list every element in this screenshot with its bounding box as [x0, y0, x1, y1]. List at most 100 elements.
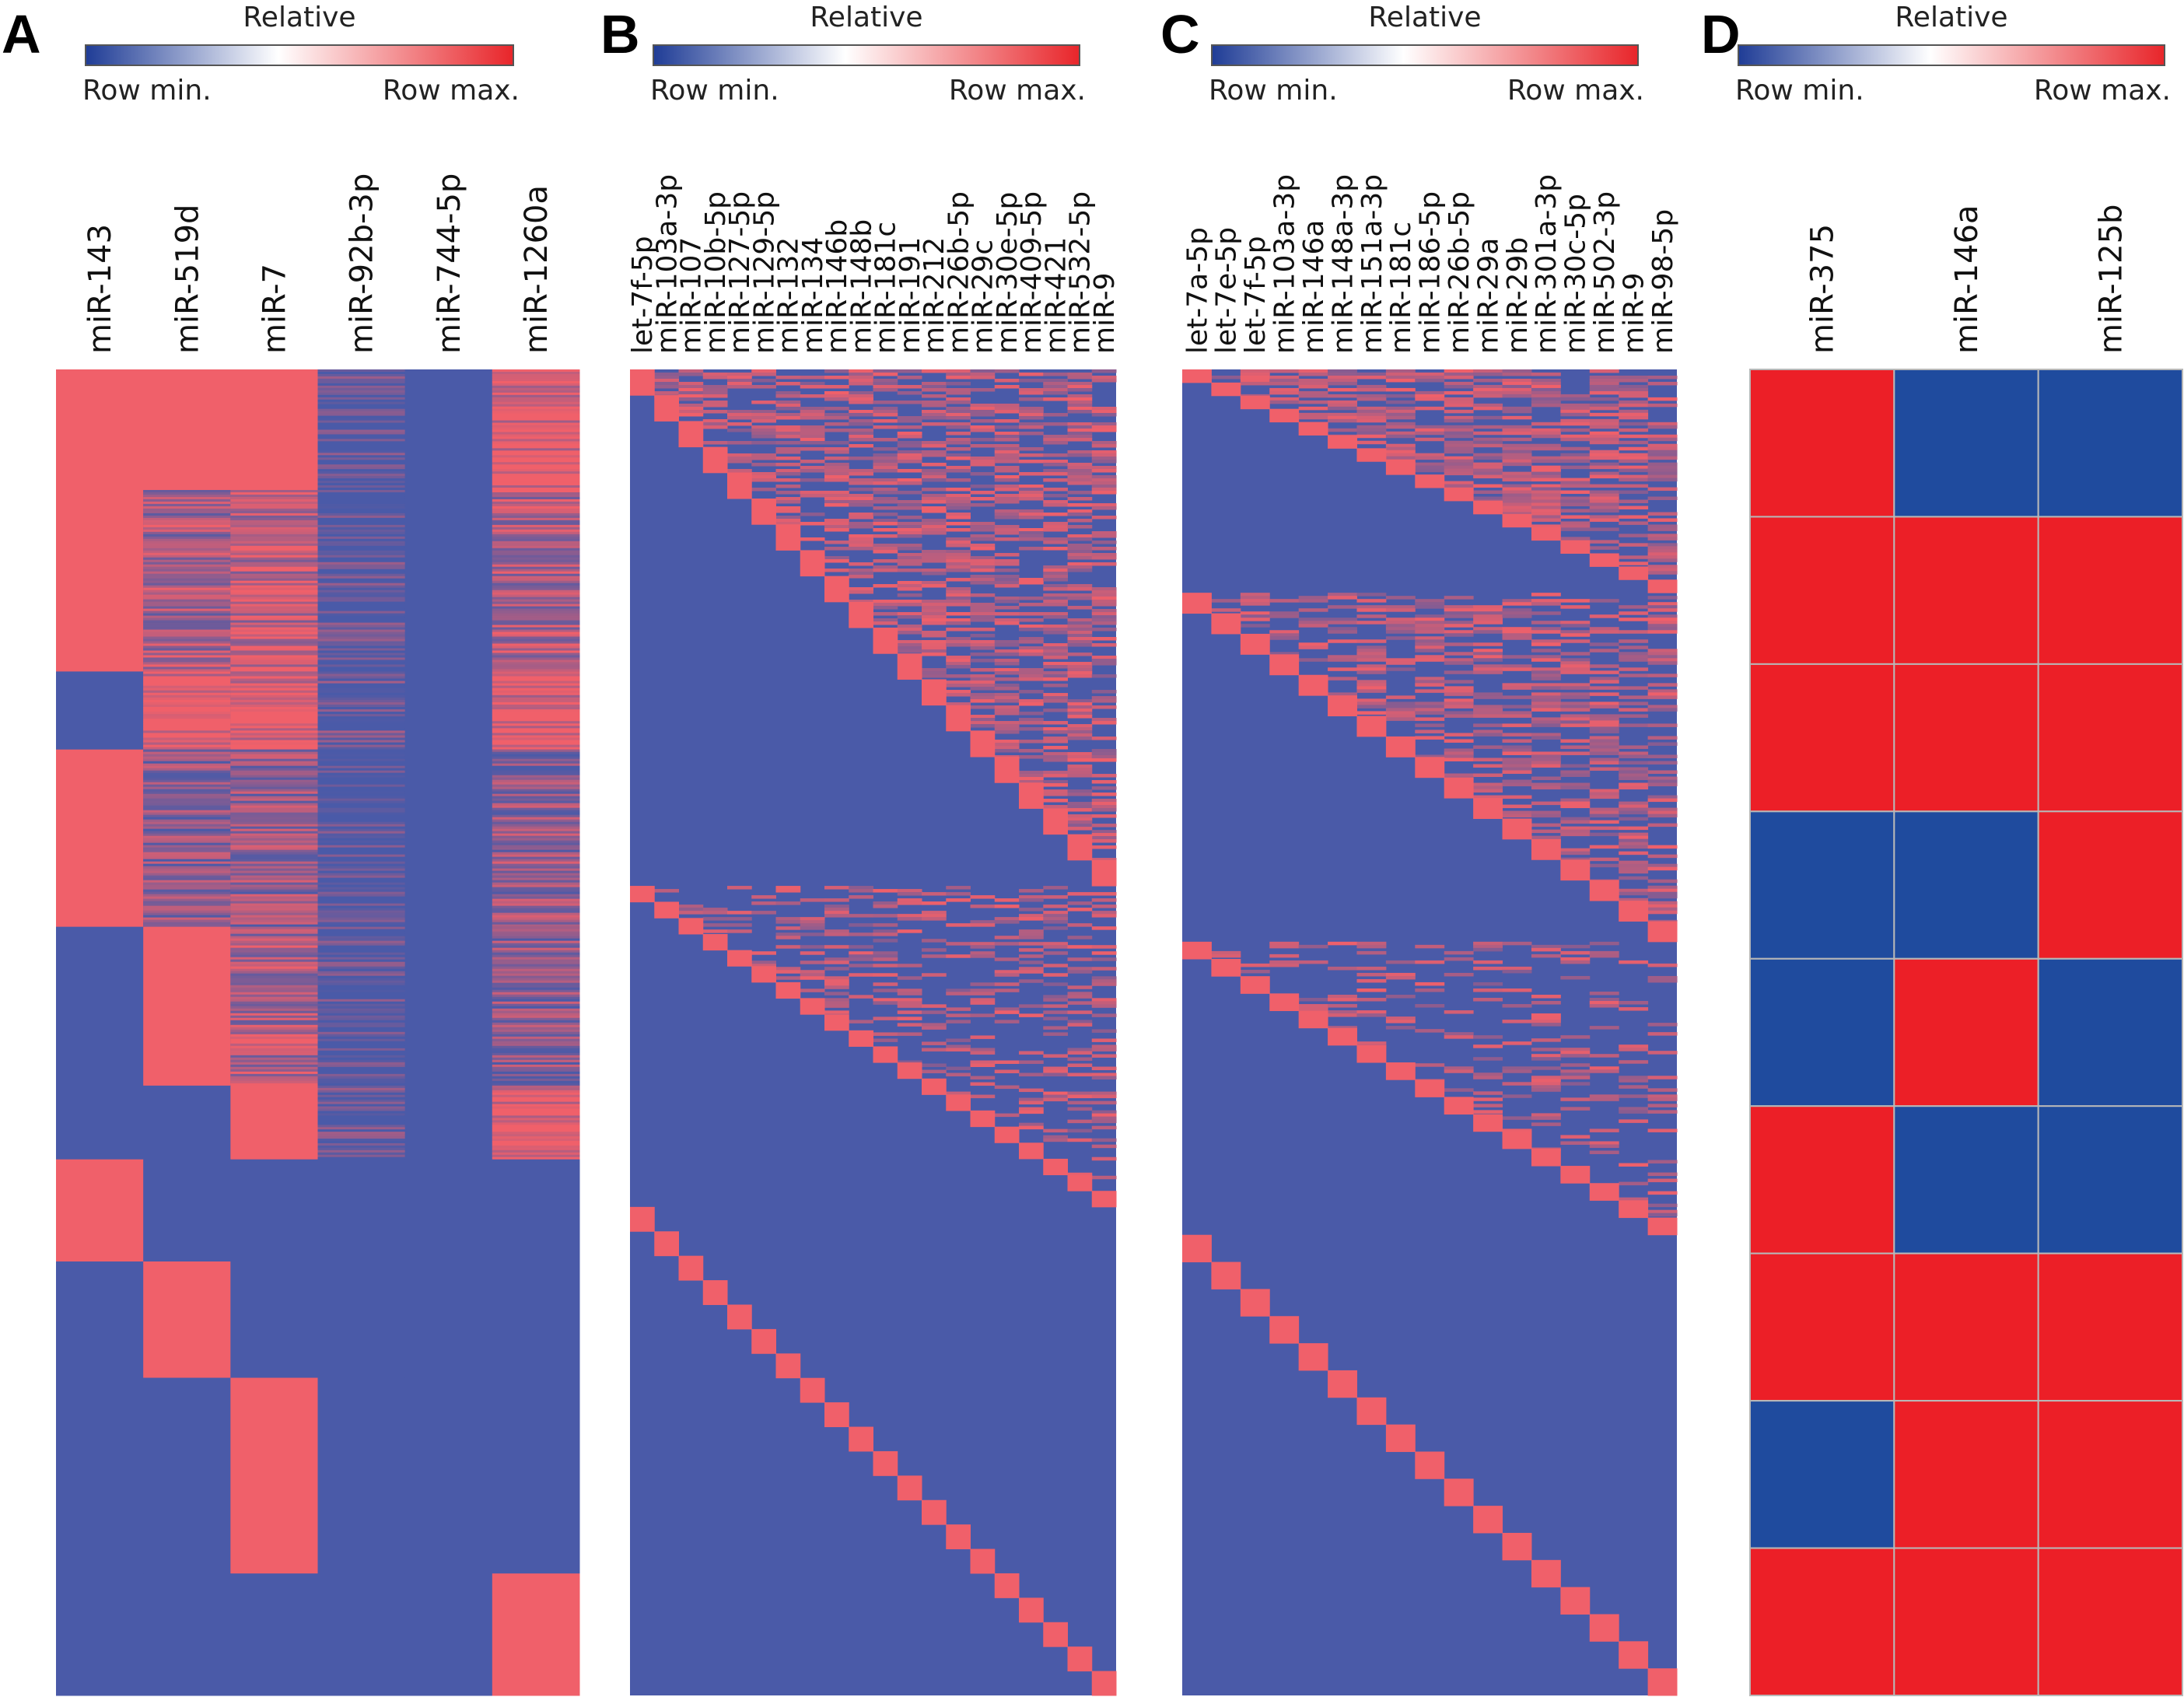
heatmap-cell: [1091, 914, 1117, 918]
heatmap-cell: [1043, 500, 1068, 504]
heatmap-row-stripe: [230, 503, 318, 507]
heatmap-cell: [946, 373, 971, 376]
heatmap-row-stripe: [230, 564, 318, 568]
heatmap-row-stripe: [317, 968, 406, 972]
heatmap-cell: [1619, 714, 1649, 718]
heatmap-cell: [1415, 1004, 1445, 1008]
heatmap-cell: [922, 948, 947, 952]
heatmap-row-stripe: [492, 625, 580, 628]
heatmap-cell: [1328, 627, 1357, 631]
heatmap-cell: [970, 537, 996, 541]
heatmap-cell: [897, 901, 922, 905]
heatmap-cell: [1385, 425, 1416, 429]
heatmap-cell: [1019, 422, 1044, 426]
heatmap-row-stripe: [317, 975, 406, 979]
heatmap-row-stripe: [230, 1006, 318, 1009]
heatmap-row-stripe: [317, 1142, 406, 1146]
heatmap-row-stripe: [317, 805, 406, 809]
heatmap-cell: [849, 525, 873, 529]
heatmap-row-stripe: [317, 534, 406, 537]
heatmap-cell: [800, 478, 825, 482]
heatmap-cell: [1647, 621, 1678, 625]
heatmap-row-stripe: [492, 464, 580, 467]
heatmap-cell: [1589, 723, 1619, 727]
heatmap-cell: [1502, 1069, 1532, 1073]
heatmap-row-stripe: [317, 564, 406, 568]
heatmap-cell: [1893, 957, 2039, 1107]
heatmap-cell: [1356, 680, 1387, 684]
heatmap-cell: [1385, 394, 1416, 398]
heatmap-row-stripe: [143, 608, 231, 612]
heatmap-cell-max: [1298, 422, 1328, 436]
heatmap-cell: [1091, 656, 1117, 660]
heatmap-cell: [897, 569, 922, 572]
heatmap-cell: [1589, 450, 1619, 454]
heatmap-row-stripe: [230, 880, 318, 883]
heatmap-cell: [1560, 521, 1591, 525]
heatmap-cell: [970, 438, 996, 442]
heatmap-cell-max: [824, 1014, 849, 1031]
heatmap-cell: [824, 491, 849, 495]
heatmap-cell-max: [1019, 782, 1044, 809]
heatmap-cell: [946, 988, 971, 992]
heatmap-cell: [1019, 425, 1044, 429]
heatmap-cell: [1473, 708, 1503, 712]
heatmap-cell-max: [1560, 859, 1591, 881]
heatmap-cell: [1560, 664, 1591, 668]
heatmap-cell: [1067, 727, 1093, 731]
heatmap-cell: [1091, 752, 1117, 756]
heatmap-cell: [492, 1159, 580, 1262]
heatmap-cell: [946, 587, 971, 591]
heatmap-cell: [1328, 418, 1357, 423]
heatmap-cell: [897, 1032, 922, 1036]
heatmap-row-stripe: [230, 1052, 318, 1056]
column-label: miR-127-5p: [724, 191, 756, 354]
heatmap-cell-max: [751, 499, 776, 525]
heatmap-row-stripe: [492, 1083, 580, 1086]
heatmap-row-stripe: [317, 917, 406, 921]
heatmap-cell: [994, 1007, 1020, 1011]
heatmap-cell: [1043, 656, 1068, 660]
heatmap-cell-max: [1473, 798, 1503, 819]
heatmap-cell: [1091, 422, 1117, 426]
heatmap-cell: [897, 593, 922, 597]
heatmap-cell: [946, 637, 971, 641]
heatmap-row-stripe: [317, 485, 406, 488]
heatmap-cell: [970, 407, 996, 411]
heatmap-cell: [1091, 774, 1117, 778]
heatmap-cell: [1091, 957, 1117, 961]
heatmap-row-stripe: [492, 742, 580, 746]
heatmap-cell: [800, 491, 825, 495]
heatmap-row-stripe: [230, 650, 318, 653]
heatmap-cell: [1444, 381, 1474, 386]
heatmap-row-stripe: [143, 873, 231, 876]
heatmap-row-stripe: [317, 690, 406, 694]
heatmap-cell: [1415, 636, 1445, 640]
heatmap-row-stripe: [143, 527, 231, 530]
heatmap-cell: [873, 491, 898, 495]
heatmap-cell: [1647, 658, 1678, 662]
heatmap-cell: [1647, 443, 1678, 448]
heatmap-cell: [922, 600, 947, 604]
heatmap-cell: [849, 397, 873, 401]
heatmap-cell: [1328, 593, 1357, 597]
heatmap-cell: [1531, 754, 1561, 758]
heatmap-row-stripe: [230, 613, 318, 617]
heatmap-cell: [751, 379, 776, 383]
heatmap-row-stripe: [492, 662, 580, 665]
heatmap-row-stripe: [143, 496, 231, 500]
heatmap-row-stripe: [492, 1020, 580, 1023]
heatmap-cell: [1019, 625, 1044, 628]
heatmap-cell: [946, 662, 971, 666]
heatmap-row-stripe: [317, 606, 406, 610]
heatmap-cell: [946, 603, 971, 607]
heatmap-cell: [946, 397, 971, 401]
heatmap-cell: [849, 600, 873, 604]
heatmap-cell: [1589, 680, 1619, 684]
heatmap-cell: [873, 410, 898, 414]
heatmap-cell: [1893, 1547, 2039, 1696]
heatmap-cell: [824, 519, 849, 523]
heatmap-row-stripe: [143, 793, 231, 797]
column-label: miR-132: [773, 237, 805, 354]
